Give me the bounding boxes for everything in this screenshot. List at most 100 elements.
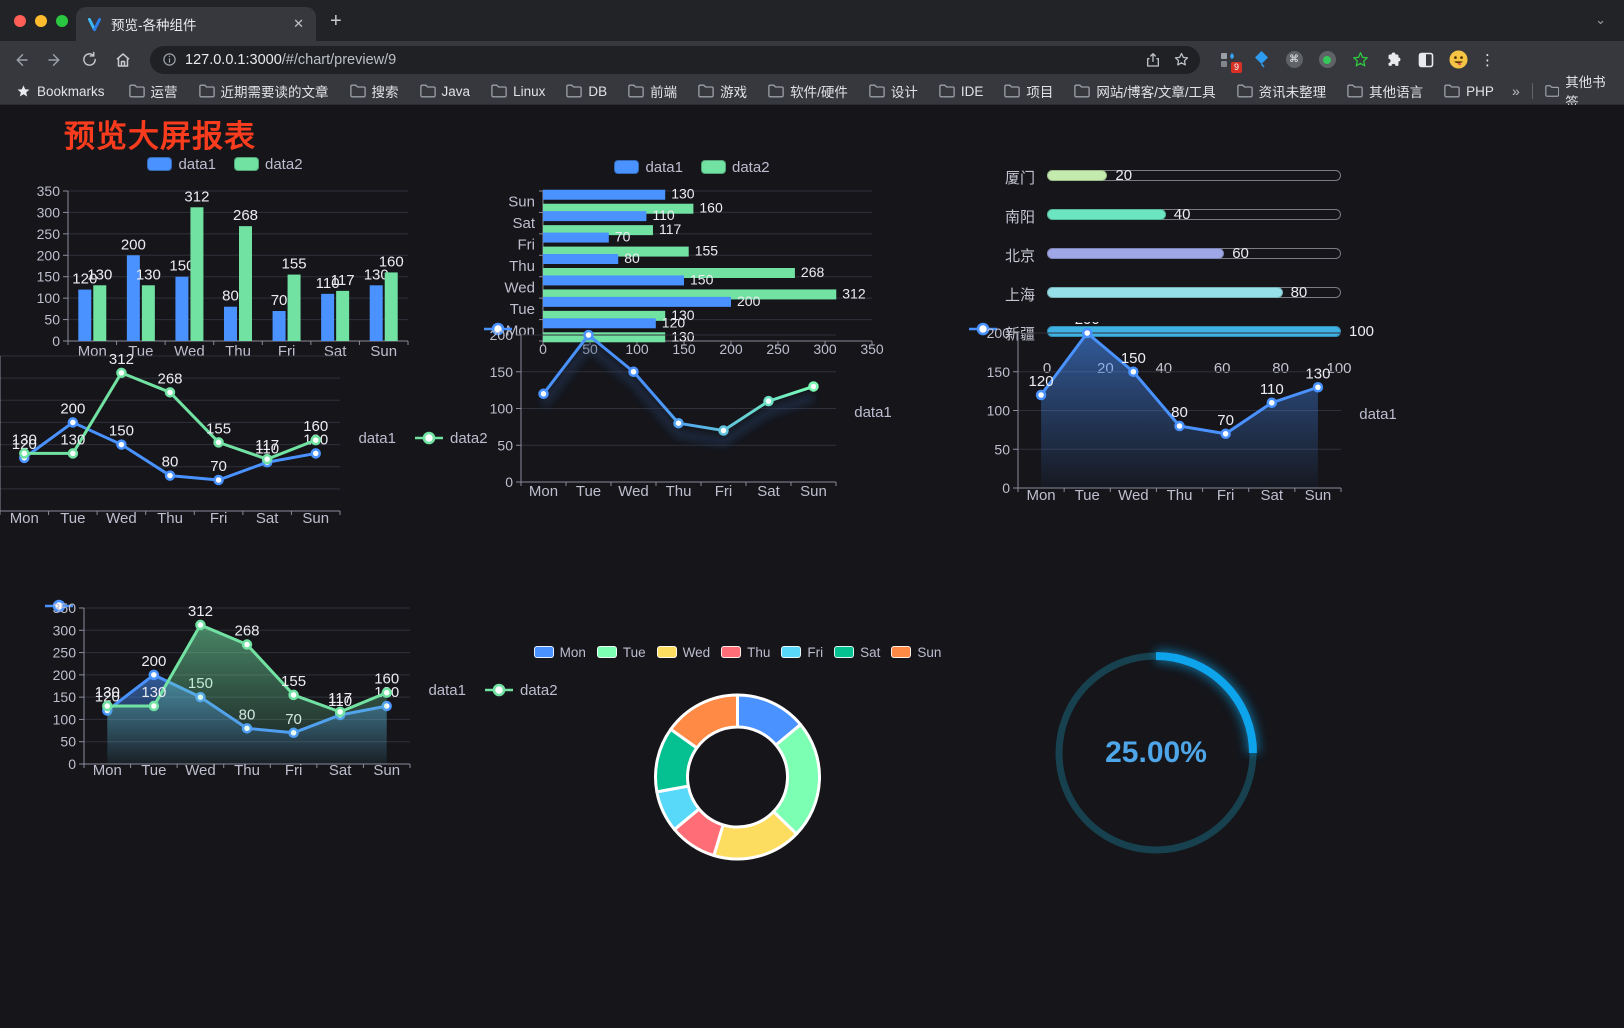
svg-text:130: 130 bbox=[671, 186, 695, 202]
bookmark-folder[interactable]: DB bbox=[566, 84, 607, 99]
svg-text:80: 80 bbox=[222, 288, 239, 305]
svg-text:312: 312 bbox=[188, 603, 213, 620]
bookmark-folder[interactable]: 前端 bbox=[628, 81, 677, 101]
folder-icon bbox=[1544, 85, 1559, 97]
progress-track: 60 bbox=[1047, 245, 1341, 262]
svg-text:300: 300 bbox=[813, 341, 837, 357]
back-button[interactable] bbox=[8, 47, 34, 73]
svg-text:268: 268 bbox=[158, 370, 183, 387]
svg-text:120: 120 bbox=[12, 436, 37, 453]
browser-tab[interactable]: 预览-各种组件 ✕ bbox=[76, 7, 316, 41]
legend-item-Sun[interactable]: Sun bbox=[891, 645, 941, 660]
bookmark-folder[interactable]: Linux bbox=[491, 84, 545, 99]
legend-label: data1 bbox=[645, 158, 683, 176]
tab-close-icon[interactable]: ✕ bbox=[293, 16, 304, 31]
svg-text:Tue: Tue bbox=[142, 762, 167, 779]
bookmark-folder[interactable]: 近期需要读的文章 bbox=[198, 81, 329, 101]
bookmark-folder[interactable]: 设计 bbox=[869, 81, 918, 101]
svg-text:130: 130 bbox=[142, 684, 167, 701]
home-button[interactable] bbox=[110, 47, 136, 73]
extensions-puzzle-icon[interactable] bbox=[1383, 50, 1403, 70]
address-bar[interactable]: 127.0.0.1:3000/#/chart/preview/9 bbox=[150, 45, 1200, 74]
bookmarks-overflow-chevron[interactable]: » bbox=[1512, 83, 1520, 99]
bookmark-folder[interactable]: 运营 bbox=[128, 81, 178, 101]
legend-item-Tue[interactable]: Tue bbox=[596, 645, 646, 660]
legend-item-Sat[interactable]: Sat bbox=[834, 645, 880, 660]
svg-text:350: 350 bbox=[860, 341, 884, 357]
bookmark-folder[interactable]: PHP bbox=[1444, 84, 1494, 99]
legend-item-data2[interactable]: data2 bbox=[234, 156, 303, 173]
forward-button[interactable] bbox=[42, 47, 68, 73]
bookmark-folder[interactable]: 其他语言 bbox=[1347, 81, 1423, 101]
extension-grid-icon[interactable]: 9 bbox=[1218, 50, 1242, 73]
legend-item-data1[interactable]: 0 50 100 150 200 Mon Tue Wed Thu Fri Sat Sun data1 bbox=[483, 322, 892, 502]
svg-text:350: 350 bbox=[53, 600, 77, 616]
chart-canvas bbox=[990, 428, 1290, 578]
axis-tick-label: 80 bbox=[1272, 360, 1289, 377]
svg-text:Fri: Fri bbox=[518, 237, 536, 254]
grouped-bar-chart: data1 data2 0 50 100 150 200 250 300 350 Mon Tue We… bbox=[30, 150, 420, 362]
progress-value: 20 bbox=[1115, 167, 1133, 184]
svg-text:155: 155 bbox=[282, 256, 307, 273]
legend-item-Thu[interactable]: Thu bbox=[721, 645, 770, 660]
window-close-button[interactable] bbox=[14, 15, 26, 27]
svg-text:160: 160 bbox=[379, 253, 404, 270]
legend-item-Mon[interactable]: Mon bbox=[533, 645, 586, 660]
tabstrip-chevron-icon[interactable]: ⌄ bbox=[1595, 12, 1606, 27]
window-minimize-button[interactable] bbox=[35, 15, 47, 27]
progress-value: 80 bbox=[1290, 284, 1308, 301]
new-tab-button[interactable]: + bbox=[330, 10, 342, 32]
svg-text:70: 70 bbox=[1218, 412, 1235, 429]
bookmark-folder[interactable]: 软件/硬件 bbox=[768, 81, 848, 101]
svg-text:200: 200 bbox=[37, 247, 61, 263]
bookmark-folder[interactable]: IDE bbox=[939, 84, 983, 99]
bookmarks-label[interactable]: Bookmarks bbox=[37, 83, 105, 99]
legend-item-data2[interactable]: data2 bbox=[484, 682, 558, 699]
legend-item-Wed[interactable]: Wed bbox=[656, 645, 710, 660]
legend-item-data1[interactable]: 0 50 100 150 200 Mon Tue Wed Thu Fri Sat Sun 120 200 1… bbox=[968, 322, 1397, 506]
svg-text:130: 130 bbox=[12, 431, 37, 448]
bookmark-star-icon[interactable] bbox=[1173, 51, 1190, 68]
home-icon bbox=[116, 52, 130, 67]
svg-text:200: 200 bbox=[61, 400, 86, 417]
folder-icon bbox=[1236, 84, 1253, 98]
profile-avatar[interactable] bbox=[1449, 50, 1468, 69]
bookmark-folder-label: 搜索 bbox=[371, 85, 399, 100]
bookmark-folder-label: 软件/硬件 bbox=[790, 85, 848, 100]
browser-menu-icon[interactable]: ⋮ bbox=[1480, 51, 1495, 69]
svg-text:110: 110 bbox=[256, 440, 280, 457]
window-zoom-button[interactable] bbox=[56, 15, 68, 27]
extension-proxy-icon[interactable] bbox=[1317, 50, 1337, 70]
reload-button[interactable] bbox=[76, 47, 102, 73]
bookmark-folder[interactable]: 资讯未整理 bbox=[1236, 81, 1326, 101]
bookmark-folder[interactable]: 游戏 bbox=[698, 81, 747, 101]
chart-canvas: 0 50 100 150 200 250 300 350SunSatFriThuWedTueM… bbox=[504, 186, 884, 357]
folder-icon bbox=[628, 84, 644, 98]
site-info-icon[interactable] bbox=[162, 52, 177, 67]
svg-text:50: 50 bbox=[61, 734, 77, 750]
share-icon[interactable] bbox=[1145, 52, 1161, 68]
legend-item-Fri[interactable]: Fri bbox=[781, 645, 823, 660]
legend-item-data2[interactable]: data2 bbox=[414, 430, 488, 447]
legend-swatch bbox=[614, 160, 640, 174]
extension-kite-icon[interactable] bbox=[1251, 50, 1271, 70]
legend-item-data1[interactable]: 050100150200250300350MonTueWedThuFriSatS… bbox=[0, 347, 396, 529]
bookmark-folder[interactable]: 项目 bbox=[1004, 81, 1053, 101]
extension-command-icon[interactable]: ⌘ bbox=[1284, 50, 1304, 70]
svg-text:150: 150 bbox=[37, 269, 61, 285]
bookmark-folder[interactable]: 网站/博客/文章/工具 bbox=[1074, 81, 1216, 101]
bookmark-folder[interactable]: 搜索 bbox=[349, 81, 399, 101]
legend-item-data1[interactable]: data1 bbox=[147, 156, 216, 173]
legend-item-data2[interactable]: data2 bbox=[701, 159, 770, 176]
legend-item-data1[interactable]: data1 bbox=[614, 159, 683, 176]
bookmark-folder[interactable]: Java bbox=[419, 84, 470, 99]
extension-clipper-star-icon[interactable] bbox=[1350, 50, 1370, 70]
reading-list-icon[interactable] bbox=[1416, 50, 1436, 70]
bookmark-folder-label: 网站/博客/文章/工具 bbox=[1096, 85, 1216, 100]
chart-canvas bbox=[1055, 649, 1260, 854]
legend-swatch bbox=[656, 646, 677, 658]
svg-text:80: 80 bbox=[624, 250, 640, 266]
progress-label: 上海 bbox=[1004, 287, 1035, 304]
